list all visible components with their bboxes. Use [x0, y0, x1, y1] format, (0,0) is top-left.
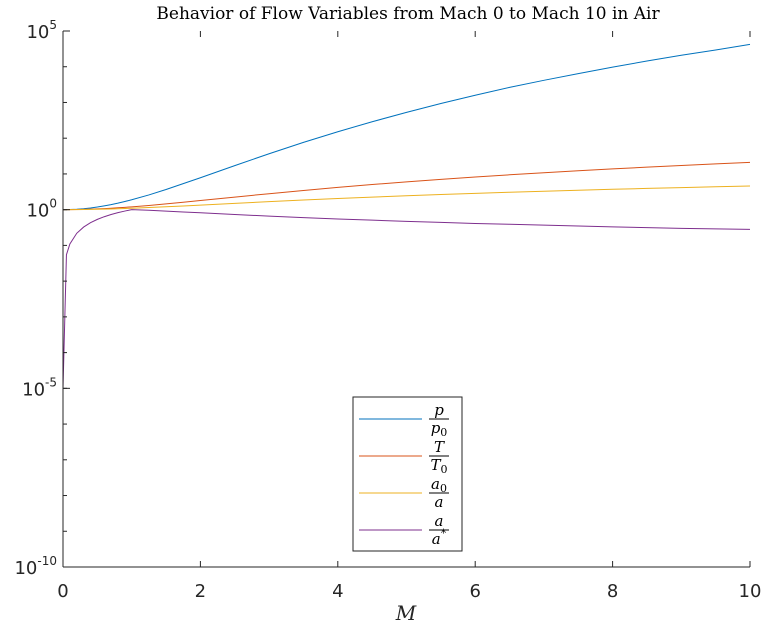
x-axis-label: M	[395, 601, 417, 624]
legend-entry-3: a0a	[429, 475, 449, 511]
axes-lines	[62, 31, 750, 568]
legend-entry-1: pp0	[429, 401, 449, 439]
legend-denominator: p0	[431, 419, 448, 439]
x-axis-ticks: 0 2 4 6 8 10	[57, 31, 761, 602]
legend-numerator: a0	[431, 475, 447, 495]
y-tick-label: 100	[26, 197, 57, 222]
x-tick-label: 6	[469, 581, 480, 602]
series-line-3	[62, 185, 751, 211]
x-tick-label: 8	[607, 581, 618, 602]
y-tick-label: 10-10	[14, 554, 57, 579]
chart-title: Behavior of Flow Variables from Mach 0 t…	[156, 4, 660, 24]
y-axis-ticks: 10-10 10-5 100 105	[14, 18, 70, 579]
x-tick-label: 2	[195, 581, 206, 602]
legend-denominator: T0	[430, 456, 447, 476]
series-layer	[62, 43, 751, 389]
x-tick-label: 4	[332, 581, 343, 602]
legend-numerator: T	[434, 438, 445, 456]
legend-denominator: a	[435, 493, 444, 511]
legend-entry-2: TT0	[429, 438, 449, 476]
x-tick-label: 10	[739, 581, 762, 602]
legend-numerator: p	[434, 401, 444, 419]
y-tick-label: 10-5	[22, 375, 57, 400]
series-line-1	[62, 43, 751, 211]
x-tick-label: 0	[57, 581, 68, 602]
legend-denominator: a*	[432, 527, 447, 548]
legend-box	[352, 396, 463, 552]
series-line-4	[62, 209, 751, 389]
legend-numerator: a	[435, 512, 444, 530]
y-tick-label: 105	[26, 18, 57, 43]
legend-entry-4: aa*	[429, 512, 449, 548]
